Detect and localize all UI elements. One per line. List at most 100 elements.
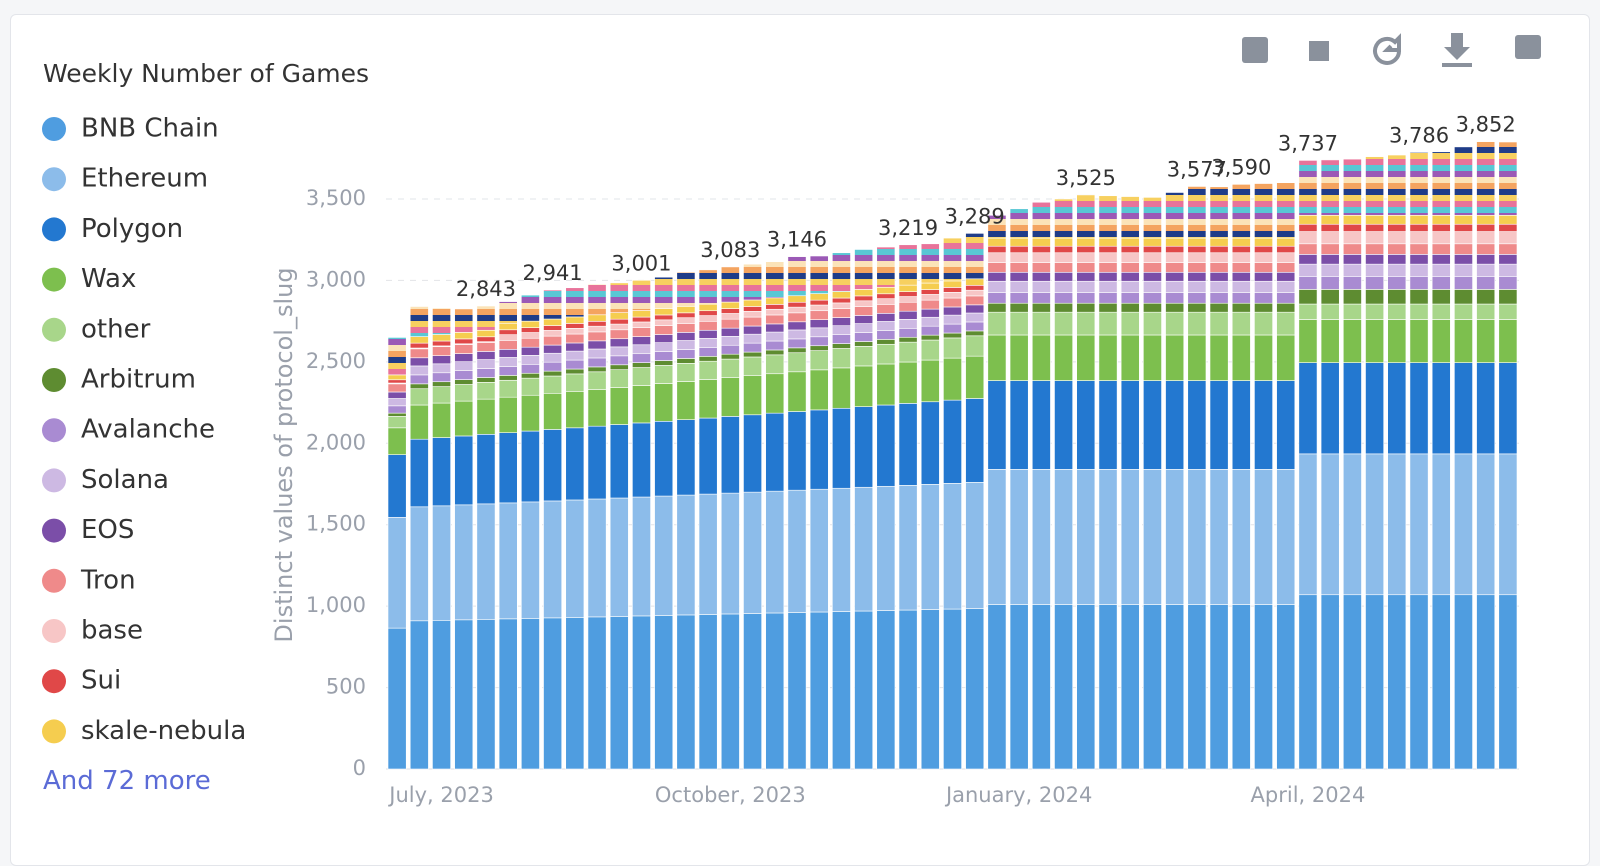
bar-segment [1454,319,1473,363]
bar-segment [587,616,607,770]
bar-segment [743,316,762,327]
bar-segment [1054,302,1073,313]
bar-segment [1120,302,1140,313]
bar-segment [1254,334,1273,381]
bar-segment [698,493,718,615]
x-tick-label: October, 2023 [655,783,806,807]
legend-label[interactable]: EOS [81,515,134,545]
legend-more-link[interactable]: And 72 more [43,766,211,796]
bar-segment [1254,302,1273,313]
bar-segment [498,357,518,367]
bar-segment [432,340,451,347]
legend-label[interactable]: skale-nebula [81,716,246,746]
bar-segment [1365,223,1385,232]
bar-segment [1454,223,1473,232]
bar-segment [965,608,985,770]
bar-segment [698,417,718,495]
bar-segment [876,610,896,770]
bar-segment [1120,196,1140,239]
legend-label[interactable]: Avalanche [81,415,215,445]
bar-segment [632,327,651,337]
bar-segment [1054,334,1073,381]
bar-segment [743,306,762,312]
icon-api[interactable] [1515,35,1541,59]
bar-segment [1231,271,1251,282]
y-tick-label: 2,000 [306,430,366,454]
bar-segment [476,342,496,352]
x-tick-label: July, 2023 [387,783,494,807]
bar-segment [1054,311,1073,336]
icon-copy[interactable] [1309,41,1329,61]
bar-segment [1320,276,1340,290]
legend-label[interactable]: Polygon [81,214,183,244]
bar-segment [587,425,607,500]
bar-segment [565,316,585,324]
legend-label[interactable]: Wax [81,264,136,294]
legend-label[interactable]: Sui [81,666,121,696]
bar-segment [743,491,762,614]
legend-label[interactable]: Arbitrum [81,365,196,395]
bar-segment [1342,594,1362,770]
bar-segment [1276,182,1296,239]
bar-segment [587,284,607,316]
bar-segment [1054,237,1073,247]
bar-segment [1076,604,1096,770]
bar-segment [1231,184,1251,239]
bar-segment [1498,231,1518,245]
bar-segment [898,296,918,303]
bar-segment [409,388,429,406]
legend-label[interactable]: Solana [81,465,169,495]
bar-segment [409,404,429,440]
bar-segment [1365,594,1385,770]
bar-segment [1076,334,1096,381]
legend-label[interactable]: Tron [80,565,136,595]
bar-segment [476,305,496,331]
bar-segment [609,355,629,366]
bar-segment [432,505,451,621]
bar-segment [1276,280,1296,293]
bar-segment [1409,362,1429,455]
bar-segment [1231,280,1251,293]
bar-segment [943,332,962,339]
bar-segment [476,434,496,505]
bar-segment [987,302,1007,313]
bar-segment [698,379,718,419]
bar-segment [520,332,540,339]
bar-segment [1365,319,1385,363]
icon-download[interactable] [1442,33,1472,67]
icon-refresh[interactable] [1373,33,1401,65]
total-label: 3,852 [1456,113,1516,137]
bar-segment [1143,245,1162,254]
bar-segment [1342,158,1362,216]
bar-segment [787,352,807,373]
bar-segment [387,517,407,629]
bar-segment [1031,262,1051,273]
bar-segment [987,334,1007,381]
bar-segment [854,346,874,367]
bar-segment [1165,469,1185,605]
bar-segment [1409,223,1429,232]
bar-segment [1254,380,1273,470]
legend-label[interactable]: Ethereum [81,164,208,194]
legend-label[interactable]: BNB Chain [81,114,219,144]
bar-segment [1476,594,1496,770]
bar-segment [476,377,496,383]
bar-segment [454,435,474,506]
bar-segment [654,351,674,361]
bar-segment [1254,280,1273,293]
legend-label[interactable]: base [81,616,143,646]
bar-segment [1298,289,1318,305]
bar-segment [432,620,451,770]
bar-segment [1009,245,1029,254]
bar-segment [1031,380,1051,470]
bar-segment [1342,214,1362,225]
icon-query[interactable] [1242,37,1268,63]
bar-segment [1320,303,1340,320]
bar-segment [1165,262,1185,273]
legend-label[interactable]: other [81,314,151,344]
bar-segment [1365,156,1385,216]
bar-segment [1387,223,1407,232]
bar-segment [1165,237,1185,247]
bar-segment [454,370,474,380]
bar-segment [676,358,696,364]
